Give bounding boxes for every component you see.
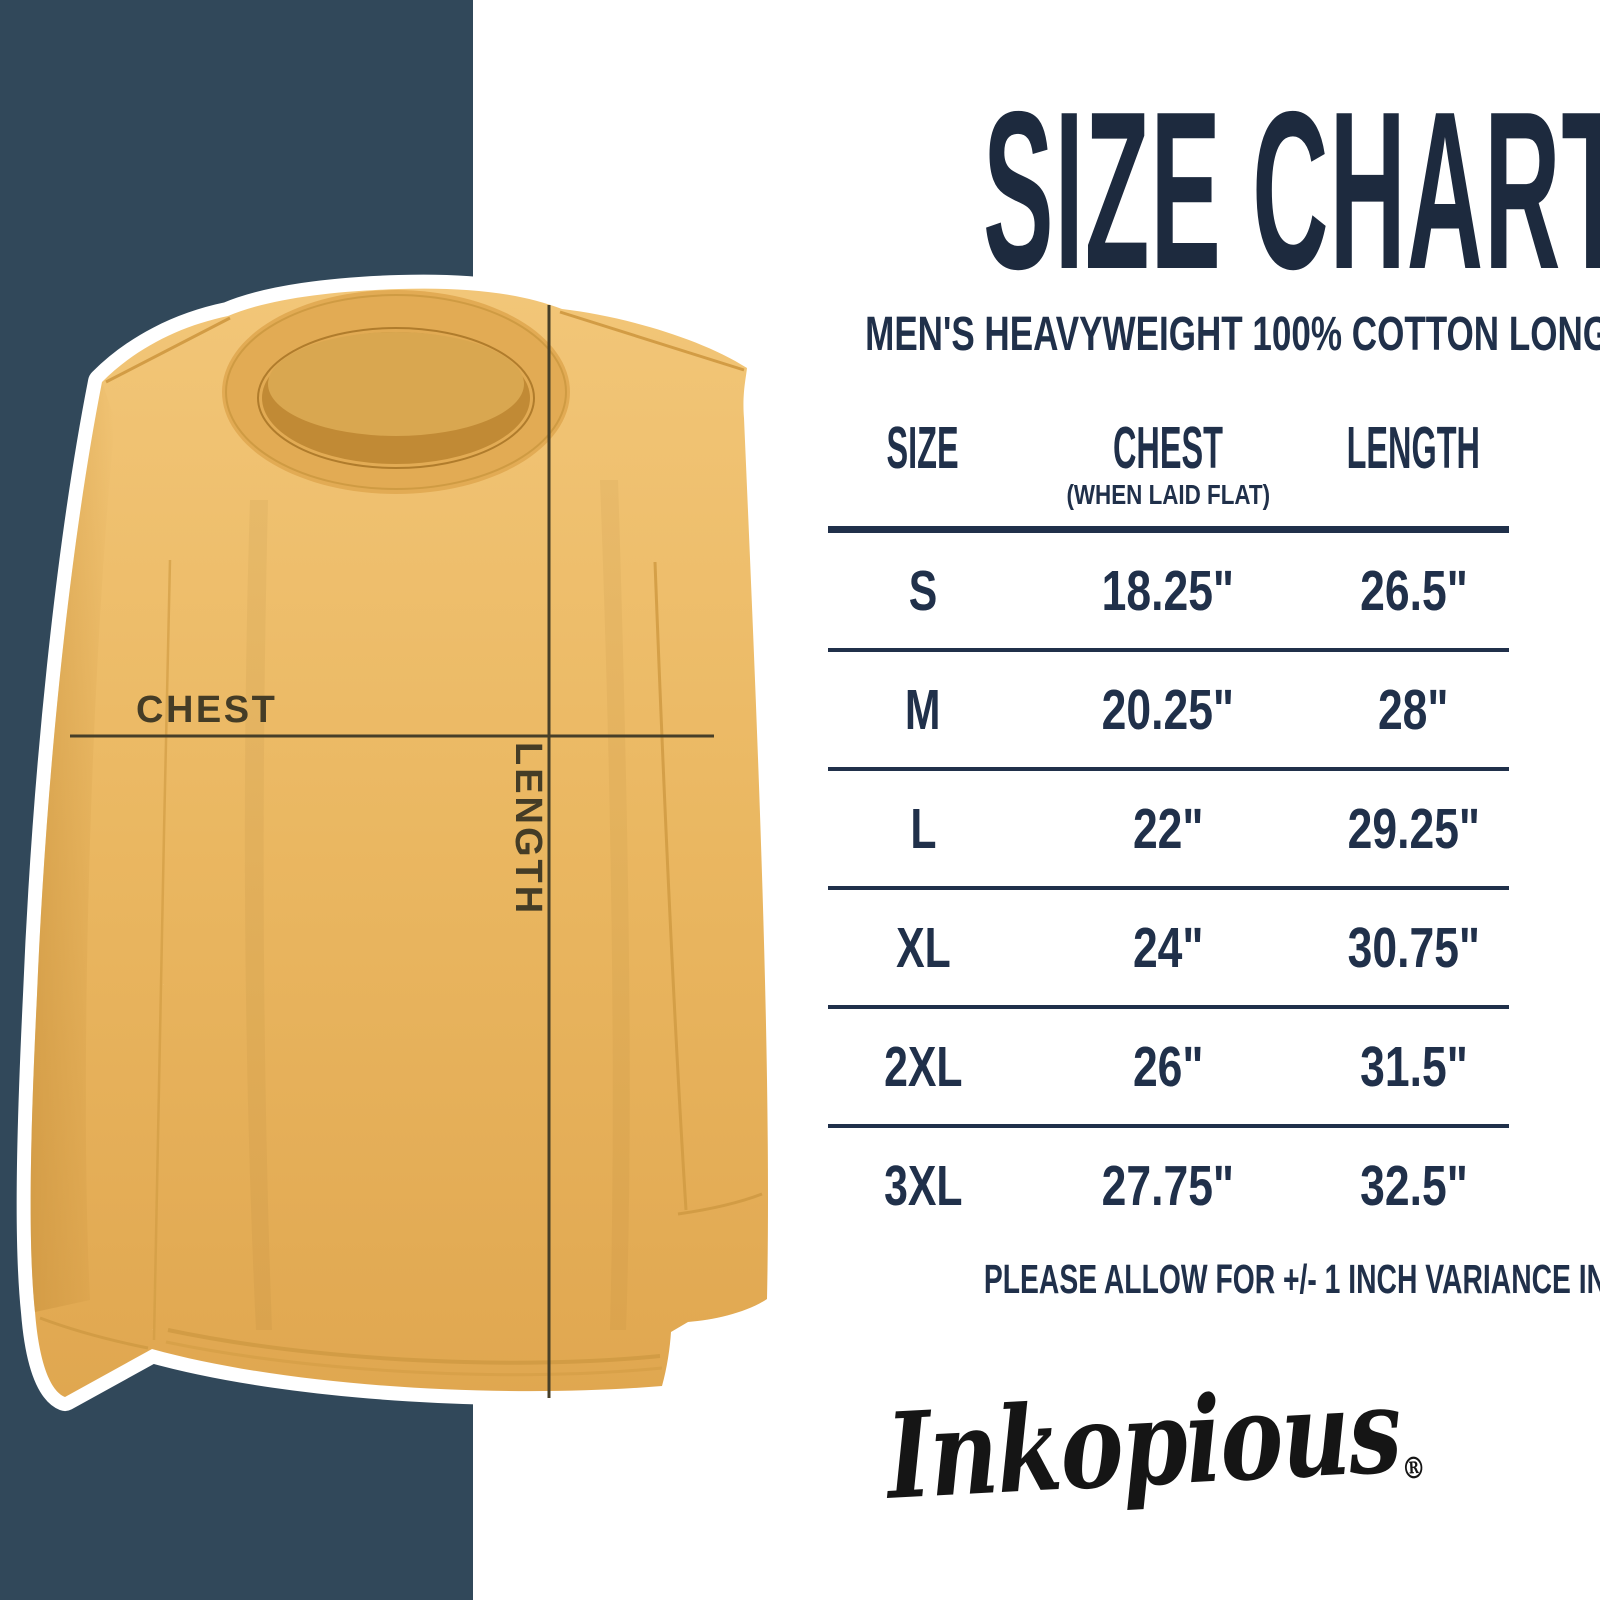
size-value: 2XL bbox=[828, 1009, 1018, 1124]
chest-value: 24" bbox=[1018, 890, 1318, 1005]
brand-logo-text: Inkopious® bbox=[883, 1344, 1429, 1582]
size-value: XL bbox=[828, 890, 1018, 1005]
chest-text: 18.25" bbox=[1101, 558, 1235, 623]
page-subtitle-text: MEN'S HEAVYWEIGHT 100% COTTON LONG SLEEV… bbox=[865, 308, 1600, 361]
length-text: 28" bbox=[1378, 677, 1449, 742]
size-table: SIZE CHEST (WHEN LAID FLAT) LENGTH S 18.… bbox=[828, 418, 1509, 1243]
size-text: 3XL bbox=[883, 1153, 963, 1218]
chest-text: 22" bbox=[1132, 796, 1204, 861]
brand-logo: Inkopious® bbox=[816, 1345, 1425, 1556]
shirt-photo: CHEST LENGTH bbox=[30, 288, 768, 1398]
column-header-length-label: LENGTH bbox=[1346, 415, 1481, 481]
size-value: 3XL bbox=[828, 1128, 1018, 1243]
column-header-length: LENGTH bbox=[1318, 418, 1509, 526]
fold-shadow bbox=[600, 480, 630, 1330]
length-text: 26.5" bbox=[1359, 558, 1468, 623]
variance-disclaimer-text: PLEASE ALLOW FOR +/- 1 INCH VARIANCE IN … bbox=[983, 1256, 1600, 1302]
brand-name: Inkopious bbox=[883, 1360, 1404, 1526]
chest-value: 27.75" bbox=[1018, 1128, 1318, 1243]
registered-trademark-icon: ® bbox=[1400, 1450, 1426, 1487]
inner-back-collar bbox=[268, 332, 524, 436]
hem-seam-2 bbox=[165, 1340, 663, 1377]
sleeve-body-crease-left bbox=[152, 559, 172, 1341]
size-table-body: S 18.25" 26.5" M 20.25" 28" L 22" 29.25"… bbox=[828, 526, 1509, 1243]
table-row-2xl: 2XL 26" 31.5" bbox=[828, 1009, 1509, 1128]
length-text: 29.25" bbox=[1347, 796, 1480, 861]
chest-value: 20.25" bbox=[1018, 652, 1318, 767]
column-header-chest: CHEST (WHEN LAID FLAT) bbox=[1018, 418, 1318, 526]
length-value: 29.25" bbox=[1318, 771, 1509, 886]
size-text: 2XL bbox=[883, 1034, 963, 1099]
column-header-size: SIZE bbox=[828, 418, 1018, 526]
cuff-seam-left bbox=[39, 1316, 149, 1350]
collar-stitch bbox=[225, 294, 567, 490]
chest-value: 26" bbox=[1018, 1009, 1318, 1124]
chest-text: 27.75" bbox=[1101, 1153, 1235, 1218]
table-row-m: M 20.25" 28" bbox=[828, 652, 1509, 771]
sleeve-body-crease-right bbox=[653, 561, 688, 1211]
collar-inner-seam bbox=[257, 327, 535, 469]
sleeve-shading bbox=[30, 382, 115, 1312]
hem-seam bbox=[167, 1328, 661, 1365]
table-row-3xl: 3XL 27.75" 32.5" bbox=[828, 1128, 1509, 1243]
length-value: 32.5" bbox=[1318, 1128, 1509, 1243]
chest-text: 26" bbox=[1132, 1034, 1204, 1099]
size-table-header: SIZE CHEST (WHEN LAID FLAT) LENGTH bbox=[828, 418, 1509, 526]
column-header-chest-label: CHEST bbox=[1113, 415, 1223, 481]
size-text: S bbox=[908, 558, 938, 623]
size-value: L bbox=[828, 771, 1018, 886]
shoulder-seam-left bbox=[105, 316, 231, 384]
length-text: 32.5" bbox=[1359, 1153, 1468, 1218]
chest-text: 24" bbox=[1132, 915, 1204, 980]
size-text: XL bbox=[895, 915, 951, 980]
length-value: 30.75" bbox=[1318, 890, 1509, 1005]
length-text: 30.75" bbox=[1347, 915, 1480, 980]
chest-measure-label: CHEST bbox=[136, 689, 277, 731]
size-text: M bbox=[905, 677, 941, 742]
size-text: L bbox=[909, 796, 937, 861]
length-measure-label: LENGTH bbox=[507, 742, 549, 916]
variance-disclaimer: PLEASE ALLOW FOR +/- 1 INCH VARIANCE IN … bbox=[828, 1250, 1600, 1308]
cuff-seam-right bbox=[677, 1192, 763, 1216]
page-title-text: SIZE CHART bbox=[983, 64, 1600, 316]
table-row-s: S 18.25" 26.5" bbox=[828, 533, 1509, 652]
length-text: 31.5" bbox=[1359, 1034, 1468, 1099]
table-row-xl: XL 24" 30.75" bbox=[828, 890, 1509, 1009]
size-value: S bbox=[828, 533, 1018, 648]
length-value: 31.5" bbox=[1318, 1009, 1509, 1124]
length-value: 26.5" bbox=[1318, 533, 1509, 648]
length-value: 28" bbox=[1318, 652, 1509, 767]
shoulder-seam-right bbox=[559, 310, 745, 372]
column-header-size-label: SIZE bbox=[886, 415, 960, 481]
table-row-l: L 22" 29.25" bbox=[828, 771, 1509, 890]
page-subtitle: MEN'S HEAVYWEIGHT 100% COTTON LONG SLEEV… bbox=[700, 308, 1600, 362]
size-value: M bbox=[828, 652, 1018, 767]
fold-shadow bbox=[244, 500, 272, 1330]
column-header-chest-note: (WHEN LAID FLAT) bbox=[1066, 479, 1270, 510]
chest-text: 20.25" bbox=[1101, 677, 1235, 742]
chest-value: 22" bbox=[1018, 771, 1318, 886]
chest-value: 18.25" bbox=[1018, 533, 1318, 648]
page-title: SIZE CHART bbox=[620, 78, 1600, 308]
